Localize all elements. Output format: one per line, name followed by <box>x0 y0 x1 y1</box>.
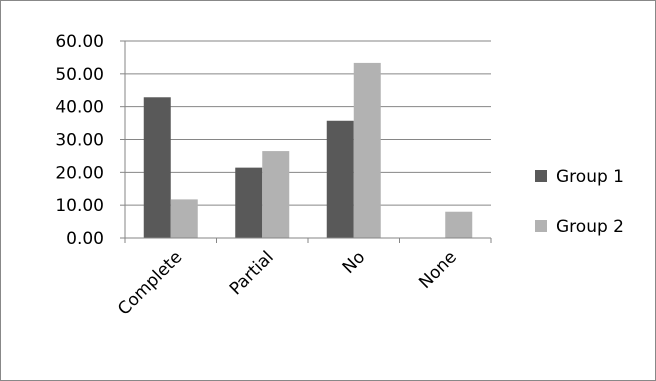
bar-group-1-partial <box>235 167 263 238</box>
y-tick-label: 0.00 <box>66 229 104 249</box>
x-axis-tick-labels: Complete Partial No None <box>114 247 461 319</box>
x-tick-label: Complete <box>114 247 186 319</box>
bar-group-2-complete <box>170 199 198 238</box>
legend-label: Group 2 <box>556 217 624 237</box>
x-tick-label: No <box>339 247 369 277</box>
bars <box>143 62 473 238</box>
x-tick-label: Partial <box>226 247 278 299</box>
y-tick-label: 20.00 <box>55 163 104 183</box>
bar-group-2-no <box>353 62 381 238</box>
bar-group-2-none <box>445 211 473 238</box>
bar-group-1-no <box>326 120 354 238</box>
y-tick-label: 30.00 <box>55 131 104 151</box>
y-tick-label: 40.00 <box>55 98 104 118</box>
legend: Group 1 Group 2 <box>535 167 624 237</box>
y-tick-label: 50.00 <box>55 65 104 85</box>
y-axis-tick-labels: 0.00 10.00 20.00 30.00 40.00 50.00 60.00 <box>55 32 125 249</box>
legend-swatch <box>535 220 547 232</box>
x-tick-label: None <box>415 247 461 293</box>
y-tick-label: 60.00 <box>55 32 104 52</box>
bar-group-2-partial <box>262 151 290 238</box>
legend-swatch <box>535 170 547 182</box>
bar-group-1-complete <box>143 97 171 238</box>
y-tick-label: 10.00 <box>55 196 104 216</box>
legend-label: Group 1 <box>556 167 624 187</box>
gridlines <box>125 40 491 206</box>
axes <box>124 41 492 243</box>
